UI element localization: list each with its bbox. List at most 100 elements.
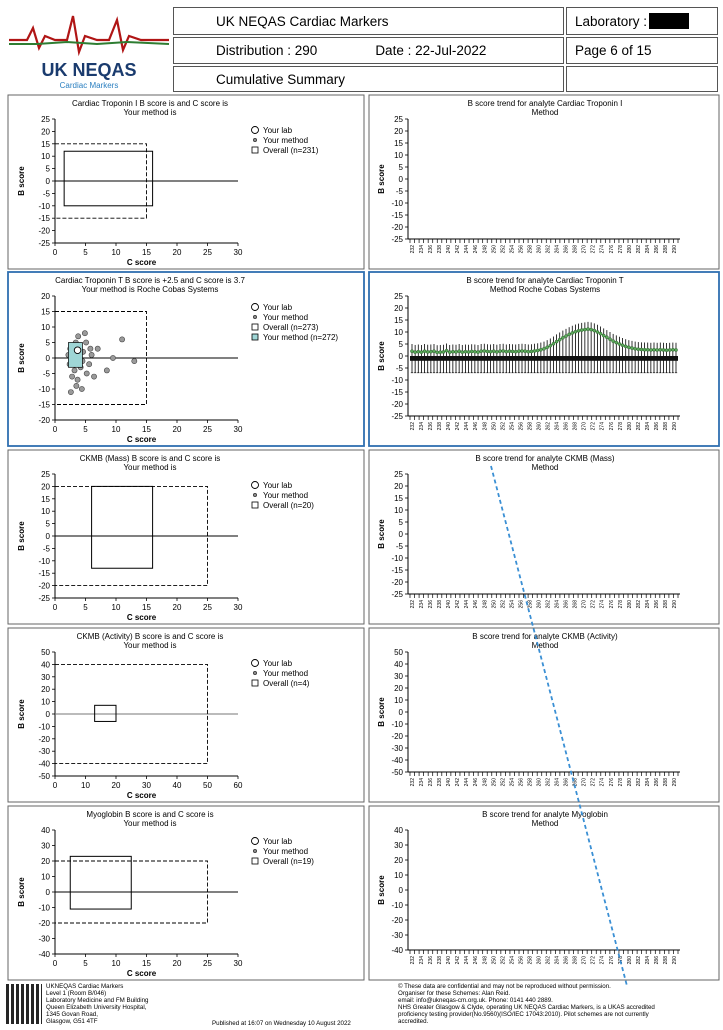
- trend-point: [542, 346, 546, 351]
- x-axis-label: C score: [127, 613, 157, 622]
- trend-point: [652, 347, 656, 352]
- trend-x-tick-label: 274: [600, 778, 606, 787]
- trend-x-tick-label: 276: [609, 600, 615, 609]
- trend-x-tick-label: 286: [654, 778, 660, 787]
- trend-point: [482, 349, 487, 353]
- trend-y-axis-label: B score: [377, 697, 386, 727]
- trend-point: [551, 341, 556, 346]
- trend-y-tick-label: -5: [396, 542, 404, 551]
- trend-x-tick-label: 240: [446, 778, 452, 787]
- y-tick-label: 30: [41, 673, 50, 682]
- trend-point: [557, 337, 562, 342]
- y-tick-label: -30: [38, 935, 50, 944]
- method-data-point: [83, 339, 90, 346]
- trend-x-tick-label: 234: [419, 778, 425, 787]
- y-tick-label: -20: [38, 919, 50, 928]
- trend-x-tick-label: 276: [609, 956, 615, 965]
- x-tick-label: 20: [112, 781, 121, 790]
- y-tick-label: -20: [38, 227, 50, 236]
- trend-x-tick-label: 268: [573, 956, 579, 965]
- method-data-point: [87, 345, 94, 352]
- trend-x-tick-label: 274: [600, 245, 606, 254]
- x-tick-label: 50: [203, 781, 212, 790]
- b-score-trend-chart: B score trend for analyte MyoglobinMetho…: [377, 810, 680, 964]
- trend-point: [491, 349, 496, 354]
- trend-y-tick-label: 25: [394, 470, 403, 479]
- trend-y-tick-label: -10: [391, 720, 403, 729]
- trend-y-tick-label: -10: [391, 554, 403, 563]
- legend-your-method: Your method: [263, 136, 308, 145]
- footer-disclaimer-line: proficiency testing provider(No.9560)(IS…: [398, 1011, 649, 1018]
- trend-x-tick-label: 272: [591, 245, 597, 254]
- trend-point: [601, 333, 606, 338]
- trend-y-tick-label: 0: [399, 530, 404, 539]
- y-tick-label: 0: [46, 177, 51, 186]
- trend-point: [501, 349, 505, 353]
- trend-x-tick-label: 290: [672, 956, 678, 965]
- y-tick-label: 0: [46, 354, 51, 363]
- trend-y-tick-label: 20: [394, 482, 403, 491]
- trend-point: [535, 348, 540, 353]
- trend-x-tick-label: 248: [482, 956, 488, 965]
- trend-point: [495, 350, 499, 354]
- trend-point: [451, 349, 455, 354]
- trend-x-tick-label: 288: [663, 245, 669, 254]
- trend-point: [422, 349, 427, 354]
- ecg-logo-graphic: UK NEQAS Cardiac Markers: [9, 15, 170, 90]
- trend-point: [410, 349, 414, 354]
- trend-panel-border: [368, 627, 720, 803]
- distribution-cell: Distribution : 290 Date : 22-Jul-2022: [173, 37, 564, 64]
- method-data-point: [67, 389, 74, 395]
- trend-x-tick-label: 284: [645, 422, 651, 431]
- trend-x-tick-label: 288: [663, 422, 669, 431]
- method-range-box: [68, 342, 83, 368]
- x-tick-label: 60: [234, 781, 243, 790]
- method-data-point: [78, 386, 85, 392]
- trend-x-tick-label: 260: [536, 422, 542, 431]
- y-tick-label: -30: [38, 747, 50, 756]
- x-tick-label: 5: [83, 959, 88, 968]
- trend-y-tick-label: 20: [394, 856, 403, 865]
- trend-x-tick-label: 250: [491, 422, 497, 431]
- overall-legend-icon: [251, 679, 259, 687]
- your-lab-legend-icon: [251, 303, 259, 311]
- x-tick-label: 30: [142, 781, 151, 790]
- trend-x-tick-label: 280: [627, 956, 633, 965]
- footer-disclaimer-line: NHS Greater Glasgow & Clyde, operating U…: [398, 1004, 655, 1011]
- trend-x-tick-label: 266: [564, 422, 570, 431]
- trend-point: [608, 337, 612, 342]
- overall-range-box: [94, 704, 117, 722]
- trend-point: [605, 335, 609, 340]
- method-data-point: [91, 373, 97, 380]
- trend-x-tick-label: 260: [536, 956, 542, 965]
- y-axis-label: B score: [17, 343, 26, 373]
- trend-point: [479, 349, 483, 354]
- footer-address-line: Level 1 (Room B/046): [46, 990, 107, 997]
- summary-title: Cumulative Summary: [216, 71, 346, 87]
- trend-x-tick-label: 242: [455, 245, 461, 254]
- x-tick-label: 40: [173, 781, 182, 790]
- x-tick-label: 15: [142, 959, 151, 968]
- trend-point: [498, 349, 502, 354]
- trend-point: [457, 349, 461, 354]
- x-tick-label: 25: [203, 248, 212, 257]
- trend-point: [460, 350, 465, 354]
- y-tick-label: 50: [41, 648, 50, 657]
- trend-x-tick-label: 268: [573, 600, 579, 609]
- trend-x-tick-label: 240: [446, 422, 452, 431]
- annotation-dashed-line: [490, 465, 628, 985]
- y-axis-label: B score: [17, 166, 26, 196]
- scatter-subtitle: Your method is: [123, 641, 176, 650]
- trend-y-tick-label: 10: [394, 151, 403, 160]
- y-tick-label: -5: [43, 370, 51, 379]
- overall-legend-icon: [251, 857, 259, 865]
- method-data-point: [83, 370, 90, 377]
- trend-point: [592, 328, 597, 333]
- x-tick-label: 25: [203, 603, 212, 612]
- legend-your-lab: Your lab: [263, 659, 293, 668]
- trend-x-tick-label: 258: [527, 600, 533, 609]
- trend-x-tick-label: 260: [536, 600, 542, 609]
- c-score-scatter-chart: CKMB (Activity) B score is and C score i…: [17, 632, 310, 800]
- trend-x-tick-label: 290: [672, 422, 678, 431]
- legend-your-lab: Your lab: [263, 837, 293, 846]
